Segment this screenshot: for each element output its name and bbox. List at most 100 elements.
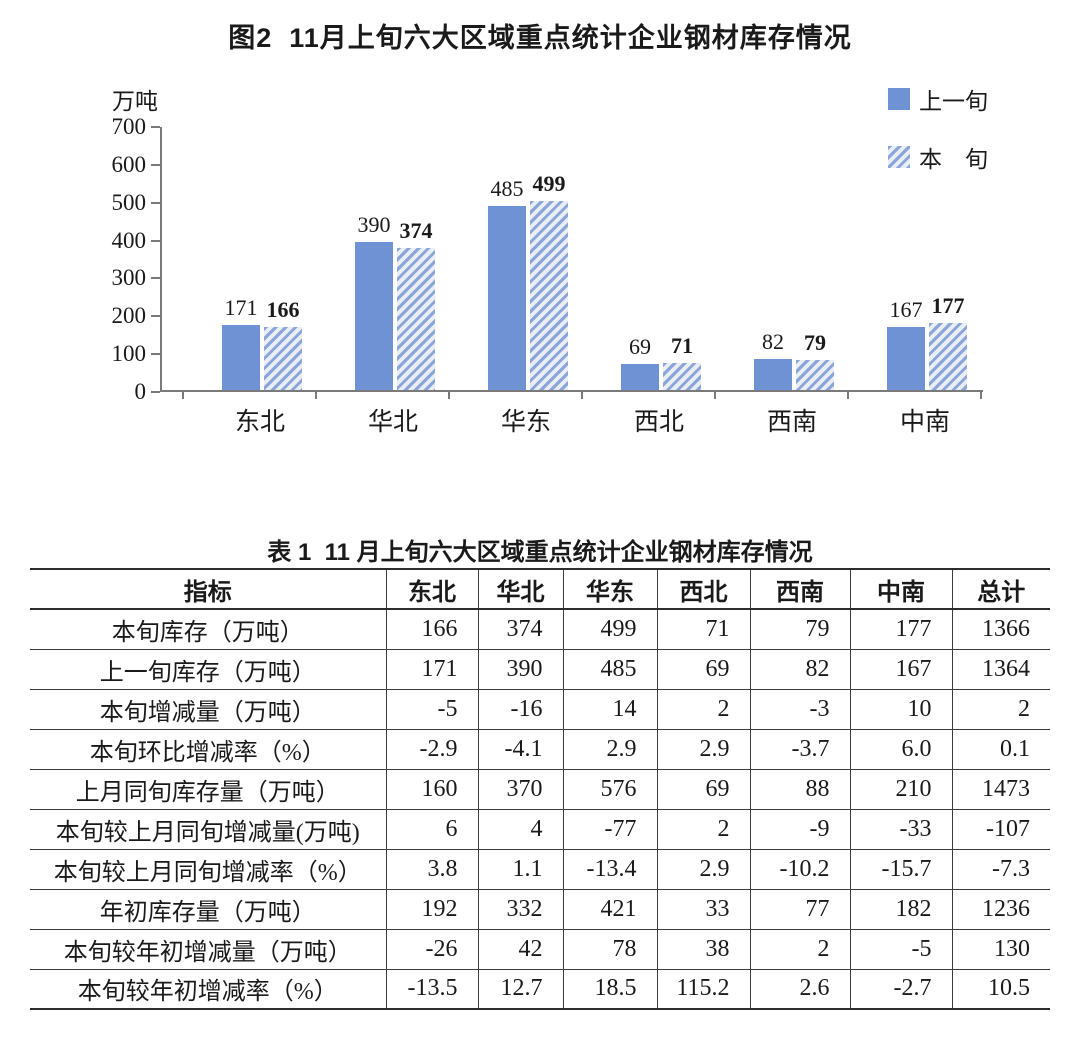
value-cell: 1473 bbox=[951, 769, 1050, 810]
bar-previous-period bbox=[488, 206, 526, 390]
row-label-cell: 本旬环比增减率（%） bbox=[30, 729, 386, 770]
y-axis-tick-label: 600 bbox=[111, 151, 147, 177]
value-cell: 88 bbox=[749, 769, 850, 810]
bar-unit: 374 bbox=[397, 219, 435, 390]
value-cell: 374 bbox=[477, 609, 563, 650]
table-row: 本旬库存（万吨） 166 374 499 71 79 177 1366 bbox=[30, 609, 1050, 650]
value-cell: -5 bbox=[385, 689, 478, 730]
value-cell: 182 bbox=[849, 889, 952, 930]
value-cell: 2 bbox=[749, 929, 850, 970]
table-column-header: 中南 bbox=[849, 569, 952, 610]
value-cell: 6 bbox=[385, 809, 478, 850]
y-axis-unit-label: 万吨 bbox=[112, 89, 158, 114]
table-row: 本旬增减量（万吨） -5 -16 14 2 -3 10 2 bbox=[30, 689, 1050, 730]
value-cell: -2.9 bbox=[385, 729, 478, 770]
bar-previous-period bbox=[222, 325, 260, 390]
hatched-swatch-icon bbox=[888, 146, 910, 168]
x-axis-category-label: 东北 bbox=[234, 409, 285, 436]
row-label-cell: 本旬较上月同旬增减率（%） bbox=[30, 849, 386, 890]
bar-unit: 69 bbox=[621, 334, 659, 390]
bar-current-period bbox=[397, 248, 435, 390]
bar-previous-period bbox=[754, 358, 792, 390]
table-column-header: 指标 bbox=[30, 569, 386, 610]
value-cell: 160 bbox=[385, 769, 478, 810]
table-row: 上月同旬库存量（万吨） 160 370 576 69 88 210 1473 bbox=[30, 769, 1050, 810]
y-axis-tick-mark bbox=[151, 239, 160, 242]
value-cell: 2.9 bbox=[656, 729, 750, 770]
table-row: 本旬环比增减率（%） -2.9 -4.1 2.9 2.9 -3.7 6.0 0.1 bbox=[30, 729, 1050, 770]
row-label-cell: 本旬增减量（万吨） bbox=[30, 689, 386, 730]
legend-label: 上一旬 bbox=[919, 89, 988, 114]
value-cell: 499 bbox=[562, 609, 657, 650]
bar-unit: 82 bbox=[754, 329, 792, 390]
y-axis-tick-mark bbox=[151, 391, 160, 393]
bar-current-period bbox=[530, 201, 568, 390]
table-column-header: 华北 bbox=[477, 569, 563, 610]
bar-value-label: 166 bbox=[266, 297, 300, 323]
value-cell: -4.1 bbox=[477, 729, 563, 770]
y-axis-tick-label: 100 bbox=[111, 341, 147, 367]
bar-value-label: 71 bbox=[671, 333, 693, 359]
row-label-cell: 本旬库存（万吨） bbox=[30, 609, 386, 650]
value-cell: -15.7 bbox=[849, 849, 952, 890]
x-axis-tick-mark bbox=[447, 390, 450, 399]
value-cell: 79 bbox=[749, 609, 850, 650]
x-axis-tick-mark bbox=[314, 390, 317, 399]
y-axis-tick-mark bbox=[151, 315, 160, 318]
value-cell: 421 bbox=[562, 889, 657, 930]
bar-value-label: 79 bbox=[804, 330, 826, 356]
table-column-header: 总计 bbox=[951, 569, 1050, 610]
value-cell: 3.8 bbox=[385, 849, 478, 890]
bar-unit: 177 bbox=[929, 294, 967, 390]
value-cell: 10 bbox=[849, 689, 952, 730]
table-column-header: 西南 bbox=[749, 569, 850, 610]
bar-previous-period bbox=[355, 242, 393, 390]
row-label-cell: 上一旬库存（万吨） bbox=[30, 649, 386, 690]
bar-value-label: 390 bbox=[357, 212, 391, 238]
value-cell: 18.5 bbox=[562, 969, 657, 1010]
value-cell: 2 bbox=[951, 689, 1050, 730]
bar-unit: 71 bbox=[663, 334, 701, 390]
table-column-header: 华东 bbox=[562, 569, 657, 610]
bar-current-period bbox=[264, 327, 302, 390]
table-header-row: 指标 东北 华北 华东 西北 西南 中南 总计 bbox=[30, 569, 1050, 610]
bar-value-label: 167 bbox=[889, 296, 923, 322]
x-axis-tick-mark bbox=[979, 390, 982, 399]
bar-group-东北: 171 166 bbox=[222, 296, 302, 390]
value-cell: 82 bbox=[749, 649, 850, 690]
bar-unit: 79 bbox=[796, 331, 834, 390]
bar-value-label: 171 bbox=[224, 295, 258, 321]
value-cell: 2.9 bbox=[656, 849, 750, 890]
y-axis-tick-label: 200 bbox=[111, 303, 147, 329]
value-cell: -16 bbox=[477, 689, 563, 730]
value-cell: 0.1 bbox=[951, 729, 1050, 770]
value-cell: 1366 bbox=[951, 609, 1050, 650]
value-cell: -13.5 bbox=[385, 969, 478, 1010]
x-axis-tick-mark bbox=[713, 390, 716, 399]
value-cell: -33 bbox=[849, 809, 952, 850]
bar-current-period bbox=[796, 360, 834, 390]
value-cell: -2.7 bbox=[849, 969, 952, 1010]
x-axis-tick-mark bbox=[580, 390, 583, 399]
x-axis-category-label: 西南 bbox=[766, 409, 817, 436]
value-cell: 166 bbox=[385, 609, 478, 650]
bar-group-西北: 69 71 bbox=[621, 334, 701, 390]
bar-group-西南: 82 79 bbox=[754, 329, 834, 390]
x-axis-category-label: 华北 bbox=[367, 409, 418, 436]
bar-chart-plot-area: 700 600 500 400 300 200 100 0 171 166 390 374 485 499… bbox=[112, 114, 983, 404]
x-axis-category-label: 西北 bbox=[633, 409, 684, 436]
value-cell: -7.3 bbox=[951, 849, 1050, 890]
value-cell: 14 bbox=[562, 689, 657, 730]
bar-value-label: 499 bbox=[532, 171, 566, 197]
bar-unit: 485 bbox=[488, 177, 526, 390]
value-cell: 78 bbox=[562, 929, 657, 970]
bar-unit: 167 bbox=[887, 296, 925, 390]
bar-value-label: 374 bbox=[399, 218, 433, 244]
value-cell: 2 bbox=[656, 809, 750, 850]
row-label-cell: 年初库存量（万吨） bbox=[30, 889, 386, 930]
y-axis-tick-mark bbox=[151, 201, 160, 204]
value-cell: 69 bbox=[656, 769, 750, 810]
legend-item: 上一旬 bbox=[888, 82, 988, 116]
value-cell: -9 bbox=[749, 809, 850, 850]
